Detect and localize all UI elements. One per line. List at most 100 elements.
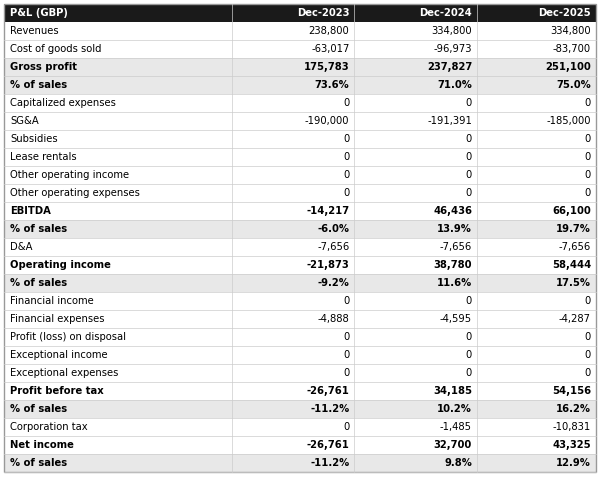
Text: -4,287: -4,287 bbox=[559, 314, 591, 324]
Text: Profit (loss) on disposal: Profit (loss) on disposal bbox=[10, 332, 126, 342]
Text: 66,100: 66,100 bbox=[552, 206, 591, 216]
Bar bbox=[4, 202, 596, 220]
Text: Exceptional expenses: Exceptional expenses bbox=[10, 368, 118, 378]
Text: EBITDA: EBITDA bbox=[10, 206, 51, 216]
Text: 0: 0 bbox=[466, 152, 472, 162]
Text: -191,391: -191,391 bbox=[427, 116, 472, 126]
Bar bbox=[4, 148, 596, 166]
Text: 0: 0 bbox=[585, 188, 591, 198]
Text: 71.0%: 71.0% bbox=[437, 80, 472, 90]
Text: 0: 0 bbox=[585, 134, 591, 144]
Text: 0: 0 bbox=[585, 170, 591, 180]
Text: -9.2%: -9.2% bbox=[317, 278, 349, 288]
Text: Corporation tax: Corporation tax bbox=[10, 422, 88, 432]
Text: Exceptional income: Exceptional income bbox=[10, 350, 107, 360]
Bar bbox=[4, 58, 596, 76]
Text: 0: 0 bbox=[466, 134, 472, 144]
Text: -190,000: -190,000 bbox=[305, 116, 349, 126]
Text: 11.6%: 11.6% bbox=[437, 278, 472, 288]
Text: Capitalized expenses: Capitalized expenses bbox=[10, 98, 116, 108]
Text: 73.6%: 73.6% bbox=[315, 80, 349, 90]
Text: 0: 0 bbox=[343, 422, 349, 432]
Text: SG&A: SG&A bbox=[10, 116, 39, 126]
Text: 0: 0 bbox=[466, 332, 472, 342]
Text: -63,017: -63,017 bbox=[311, 44, 349, 54]
Text: P&L (GBP): P&L (GBP) bbox=[10, 8, 68, 18]
Text: -4,595: -4,595 bbox=[440, 314, 472, 324]
Text: 0: 0 bbox=[343, 98, 349, 108]
Text: 0: 0 bbox=[585, 152, 591, 162]
Text: Operating income: Operating income bbox=[10, 260, 111, 270]
Text: 9.8%: 9.8% bbox=[444, 458, 472, 468]
Text: -11.2%: -11.2% bbox=[310, 458, 349, 468]
Bar bbox=[4, 76, 596, 94]
Text: -96,973: -96,973 bbox=[434, 44, 472, 54]
Text: % of sales: % of sales bbox=[10, 80, 67, 90]
Text: 10.2%: 10.2% bbox=[437, 404, 472, 414]
Text: -7,656: -7,656 bbox=[559, 242, 591, 252]
Text: -14,217: -14,217 bbox=[307, 206, 349, 216]
Text: 12.9%: 12.9% bbox=[556, 458, 591, 468]
Text: -7,656: -7,656 bbox=[317, 242, 349, 252]
Text: 0: 0 bbox=[466, 98, 472, 108]
Text: Financial income: Financial income bbox=[10, 296, 94, 306]
Text: 0: 0 bbox=[343, 368, 349, 378]
Text: 0: 0 bbox=[343, 350, 349, 360]
Text: 58,444: 58,444 bbox=[552, 260, 591, 270]
Bar bbox=[4, 346, 596, 364]
Text: 0: 0 bbox=[585, 350, 591, 360]
Text: -7,656: -7,656 bbox=[440, 242, 472, 252]
Text: Financial expenses: Financial expenses bbox=[10, 314, 104, 324]
Text: 13.9%: 13.9% bbox=[437, 224, 472, 234]
Text: 334,800: 334,800 bbox=[550, 26, 591, 36]
Bar bbox=[4, 40, 596, 58]
Text: Revenues: Revenues bbox=[10, 26, 59, 36]
Bar bbox=[4, 94, 596, 112]
Text: -10,831: -10,831 bbox=[553, 422, 591, 432]
Text: Net income: Net income bbox=[10, 440, 74, 450]
Text: 43,325: 43,325 bbox=[553, 440, 591, 450]
Text: 17.5%: 17.5% bbox=[556, 278, 591, 288]
Text: 46,436: 46,436 bbox=[433, 206, 472, 216]
Bar bbox=[4, 292, 596, 310]
Text: -6.0%: -6.0% bbox=[317, 224, 349, 234]
Text: Gross profit: Gross profit bbox=[10, 62, 77, 72]
Text: Other operating expenses: Other operating expenses bbox=[10, 188, 140, 198]
Bar bbox=[4, 220, 596, 238]
Bar bbox=[4, 256, 596, 274]
Text: -26,761: -26,761 bbox=[307, 386, 349, 396]
Bar bbox=[4, 238, 596, 256]
Text: 0: 0 bbox=[585, 332, 591, 342]
Text: Lease rentals: Lease rentals bbox=[10, 152, 77, 162]
Text: 0: 0 bbox=[585, 296, 591, 306]
Text: Subsidies: Subsidies bbox=[10, 134, 58, 144]
Text: 0: 0 bbox=[343, 332, 349, 342]
Text: 0: 0 bbox=[585, 98, 591, 108]
Text: -83,700: -83,700 bbox=[553, 44, 591, 54]
Text: Other operating income: Other operating income bbox=[10, 170, 129, 180]
Text: 34,185: 34,185 bbox=[433, 386, 472, 396]
Text: -4,888: -4,888 bbox=[318, 314, 349, 324]
Text: 0: 0 bbox=[466, 296, 472, 306]
Bar bbox=[4, 274, 596, 292]
Bar bbox=[4, 130, 596, 148]
Text: % of sales: % of sales bbox=[10, 404, 67, 414]
Bar bbox=[4, 436, 596, 454]
Text: 175,783: 175,783 bbox=[304, 62, 349, 72]
Bar bbox=[4, 112, 596, 130]
Bar bbox=[4, 184, 596, 202]
Text: 75.0%: 75.0% bbox=[556, 80, 591, 90]
Text: Dec-2025: Dec-2025 bbox=[538, 8, 591, 18]
Bar bbox=[4, 364, 596, 382]
Text: 0: 0 bbox=[343, 134, 349, 144]
Text: 334,800: 334,800 bbox=[431, 26, 472, 36]
Text: % of sales: % of sales bbox=[10, 278, 67, 288]
Text: 0: 0 bbox=[466, 188, 472, 198]
Bar bbox=[4, 4, 596, 22]
Text: 32,700: 32,700 bbox=[434, 440, 472, 450]
Text: 0: 0 bbox=[343, 296, 349, 306]
Text: 237,827: 237,827 bbox=[427, 62, 472, 72]
Text: 38,780: 38,780 bbox=[434, 260, 472, 270]
Text: Cost of goods sold: Cost of goods sold bbox=[10, 44, 101, 54]
Text: 0: 0 bbox=[466, 170, 472, 180]
